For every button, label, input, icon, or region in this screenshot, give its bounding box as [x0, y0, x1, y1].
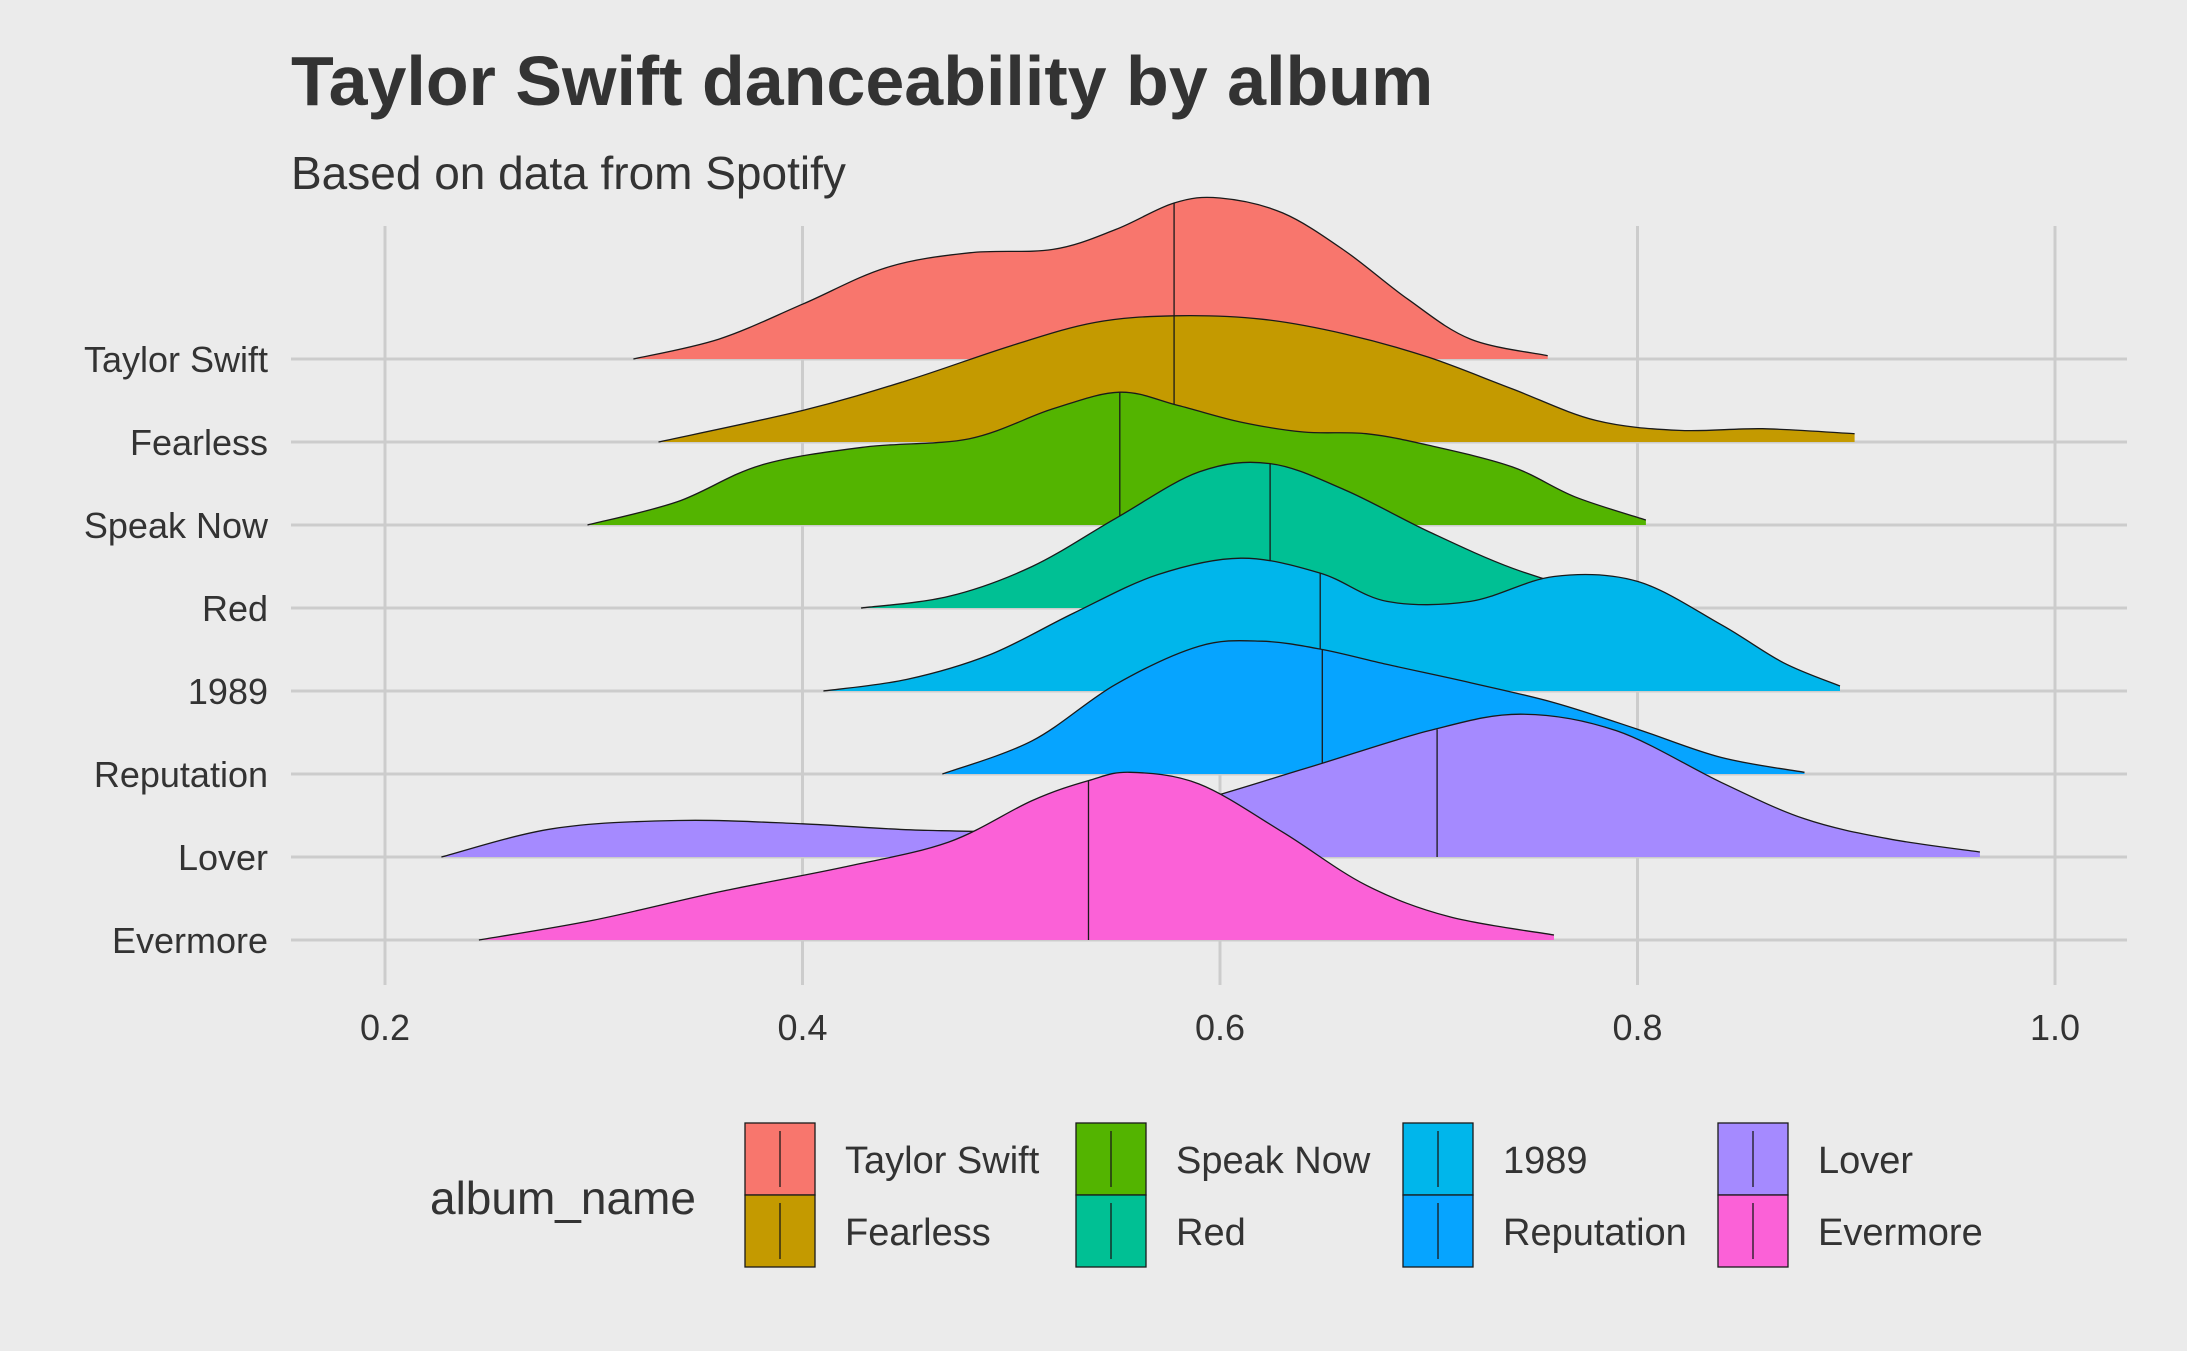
legend-item-taylor-swift: Taylor Swift — [744, 1122, 1040, 1196]
legend-label: 1989 — [1503, 1140, 1588, 1182]
y-tick-label: 1989 — [188, 671, 268, 712]
ridge-evermore — [478, 771, 1555, 941]
density-area — [861, 462, 1663, 608]
legend-item-red: Red — [1075, 1194, 1246, 1268]
legend-label: Lover — [1818, 1140, 1913, 1182]
legend-label: Fearless — [845, 1212, 991, 1254]
y-tick-label: Fearless — [130, 422, 268, 463]
density-outline — [633, 196, 1548, 360]
density-area — [633, 197, 1548, 359]
x-tick-label: 1.0 — [2030, 1007, 2080, 1048]
y-tick-label: Reputation — [94, 754, 268, 795]
legend-label: Reputation — [1503, 1212, 1687, 1254]
legend-label: Speak Now — [1176, 1140, 1371, 1182]
legend-item-lover: Lover — [1717, 1122, 1913, 1196]
legend-item-speak-now: Speak Now — [1075, 1122, 1371, 1196]
density-area — [823, 558, 1840, 691]
density-area — [478, 772, 1554, 940]
density-outline — [942, 639, 1805, 775]
y-tick-label: Lover — [178, 837, 268, 878]
y-tick-label: Speak Now — [84, 505, 269, 546]
y-axis-labels: Taylor Swift Fearless Speak Now Red 1989 Repu… — [84, 339, 269, 961]
x-tick-label: 0.4 — [777, 1007, 827, 1048]
density-outline — [658, 315, 1855, 443]
legend-label: Red — [1176, 1212, 1246, 1254]
legend-label: Evermore — [1818, 1212, 1983, 1254]
y-tick-label: Red — [202, 588, 268, 629]
ridge-lover — [441, 713, 1980, 858]
x-tick-label: 0.2 — [360, 1007, 410, 1048]
ridge-areas — [441, 196, 1980, 941]
legend-item-evermore: Evermore — [1717, 1194, 1983, 1268]
legend-title: album_name — [430, 1172, 696, 1224]
chart-title: Taylor Swift danceability by album — [291, 42, 1434, 120]
density-area — [441, 714, 1980, 857]
legend: album_name Taylor Swift Fearless Speak Now R… — [430, 1122, 1983, 1268]
density-outline — [587, 391, 1647, 526]
legend-item-1989: 1989 — [1402, 1122, 1588, 1196]
legend-item-fearless: Fearless — [744, 1194, 991, 1268]
density-outline — [478, 771, 1555, 941]
x-tick-label: 0.8 — [1612, 1007, 1662, 1048]
x-tick-label: 0.6 — [1195, 1007, 1245, 1048]
chart-subtitle: Based on data from Spotify — [291, 147, 846, 199]
legend-label: Taylor Swift — [845, 1140, 1040, 1182]
x-axis-labels: 0.2 0.4 0.6 0.8 1.0 — [360, 1007, 2080, 1048]
legend-item-reputation: Reputation — [1402, 1194, 1687, 1268]
density-outline — [441, 713, 1980, 858]
density-outline — [823, 557, 1841, 692]
density-area — [658, 315, 1855, 442]
ridge-speak-now — [587, 391, 1647, 526]
density-area — [587, 392, 1646, 525]
y-tick-label: Evermore — [112, 920, 268, 961]
y-tick-label: Taylor Swift — [84, 339, 268, 380]
